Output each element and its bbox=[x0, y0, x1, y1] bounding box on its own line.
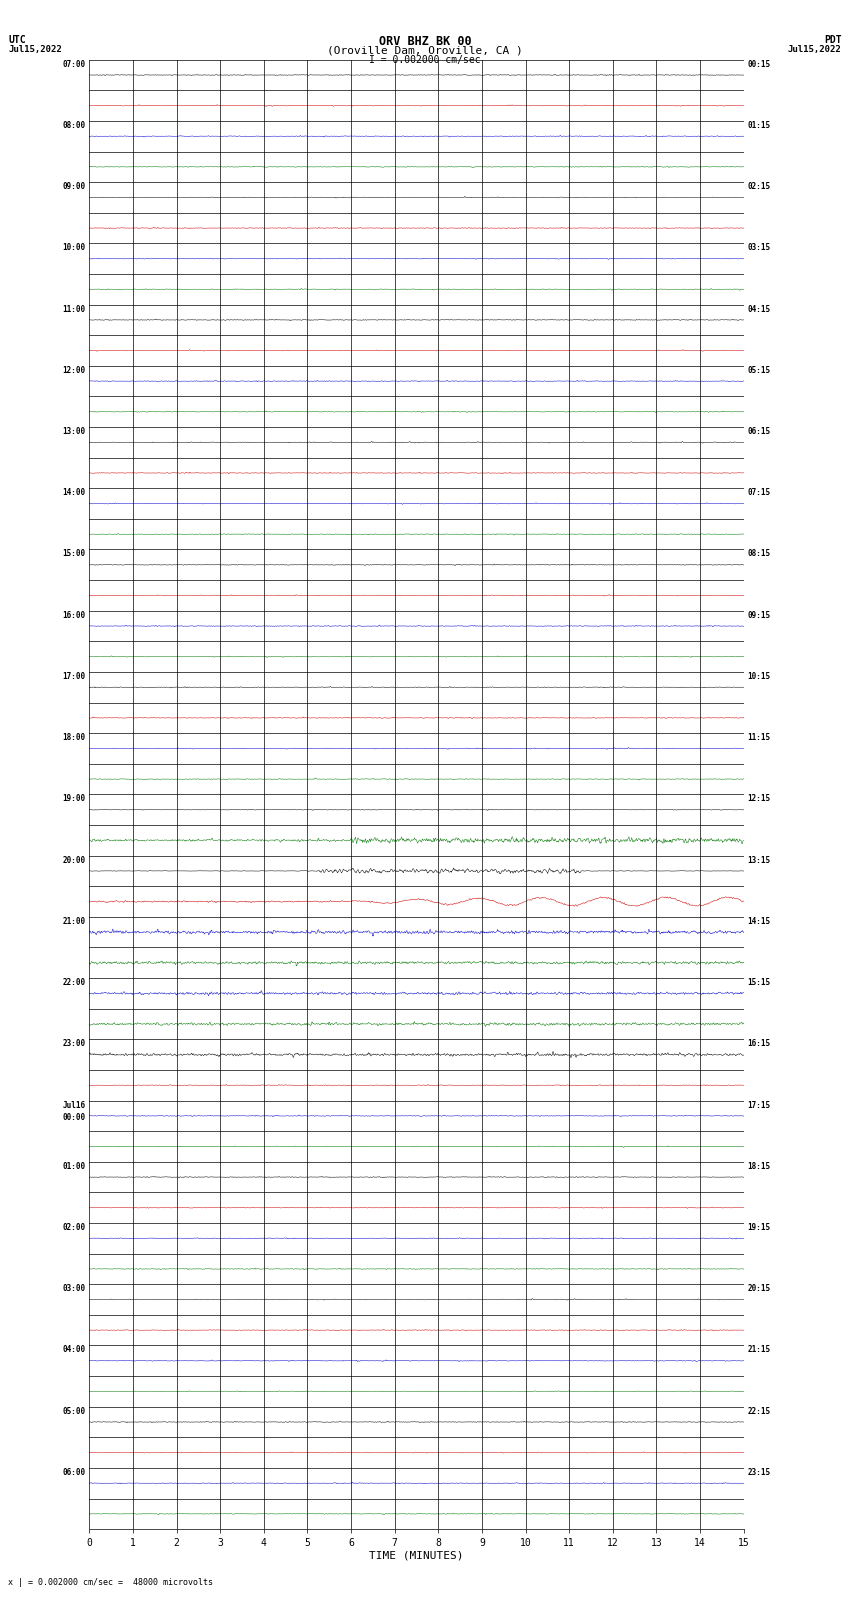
Text: 13:00: 13:00 bbox=[63, 427, 86, 436]
Text: 06:00: 06:00 bbox=[63, 1468, 86, 1478]
Text: 15:15: 15:15 bbox=[747, 977, 770, 987]
Text: I = 0.002000 cm/sec: I = 0.002000 cm/sec bbox=[369, 55, 481, 65]
Text: 22:00: 22:00 bbox=[63, 977, 86, 987]
Text: 20:15: 20:15 bbox=[747, 1284, 770, 1294]
Text: 16:00: 16:00 bbox=[63, 611, 86, 619]
Text: 06:15: 06:15 bbox=[747, 427, 770, 436]
Text: Jul15,2022: Jul15,2022 bbox=[8, 45, 62, 55]
Text: 15:00: 15:00 bbox=[63, 550, 86, 558]
Text: 12:15: 12:15 bbox=[747, 795, 770, 803]
Text: Jul15,2022: Jul15,2022 bbox=[788, 45, 842, 55]
Text: 07:00: 07:00 bbox=[63, 60, 86, 69]
Text: 09:15: 09:15 bbox=[747, 611, 770, 619]
Text: 23:00: 23:00 bbox=[63, 1039, 86, 1048]
Text: 10:00: 10:00 bbox=[63, 244, 86, 252]
Text: 02:15: 02:15 bbox=[747, 182, 770, 190]
Text: 12:00: 12:00 bbox=[63, 366, 86, 374]
Text: 03:15: 03:15 bbox=[747, 244, 770, 252]
Text: ORV BHZ BK 00: ORV BHZ BK 00 bbox=[379, 35, 471, 48]
Text: 21:15: 21:15 bbox=[747, 1345, 770, 1355]
Text: 05:00: 05:00 bbox=[63, 1407, 86, 1416]
Text: x | = 0.002000 cm/sec =  48000 microvolts: x | = 0.002000 cm/sec = 48000 microvolts bbox=[8, 1578, 213, 1587]
Text: 07:15: 07:15 bbox=[747, 489, 770, 497]
Text: 09:00: 09:00 bbox=[63, 182, 86, 190]
Text: 23:15: 23:15 bbox=[747, 1468, 770, 1478]
Text: 14:00: 14:00 bbox=[63, 489, 86, 497]
Text: 17:15: 17:15 bbox=[747, 1100, 770, 1110]
Text: 01:00: 01:00 bbox=[63, 1161, 86, 1171]
Text: 11:15: 11:15 bbox=[747, 734, 770, 742]
Text: 17:00: 17:00 bbox=[63, 673, 86, 681]
Text: 05:15: 05:15 bbox=[747, 366, 770, 374]
Text: 22:15: 22:15 bbox=[747, 1407, 770, 1416]
Text: 04:15: 04:15 bbox=[747, 305, 770, 313]
Text: (Oroville Dam, Oroville, CA ): (Oroville Dam, Oroville, CA ) bbox=[327, 45, 523, 55]
Text: 08:15: 08:15 bbox=[747, 550, 770, 558]
Text: 10:15: 10:15 bbox=[747, 673, 770, 681]
Text: 08:00: 08:00 bbox=[63, 121, 86, 131]
Text: 19:00: 19:00 bbox=[63, 795, 86, 803]
Text: 16:15: 16:15 bbox=[747, 1039, 770, 1048]
Text: 00:15: 00:15 bbox=[747, 60, 770, 69]
Text: 03:00: 03:00 bbox=[63, 1284, 86, 1294]
Text: 14:15: 14:15 bbox=[747, 916, 770, 926]
Text: 11:00: 11:00 bbox=[63, 305, 86, 313]
Text: 21:00: 21:00 bbox=[63, 916, 86, 926]
Text: 01:15: 01:15 bbox=[747, 121, 770, 131]
Text: 00:00: 00:00 bbox=[63, 1113, 86, 1123]
Text: 13:15: 13:15 bbox=[747, 855, 770, 865]
X-axis label: TIME (MINUTES): TIME (MINUTES) bbox=[369, 1552, 464, 1561]
Text: Jul16: Jul16 bbox=[63, 1100, 86, 1110]
Text: PDT: PDT bbox=[824, 35, 842, 45]
Text: 20:00: 20:00 bbox=[63, 855, 86, 865]
Text: 04:00: 04:00 bbox=[63, 1345, 86, 1355]
Text: UTC: UTC bbox=[8, 35, 26, 45]
Text: 19:15: 19:15 bbox=[747, 1223, 770, 1232]
Text: 02:00: 02:00 bbox=[63, 1223, 86, 1232]
Text: 18:15: 18:15 bbox=[747, 1161, 770, 1171]
Text: 18:00: 18:00 bbox=[63, 734, 86, 742]
